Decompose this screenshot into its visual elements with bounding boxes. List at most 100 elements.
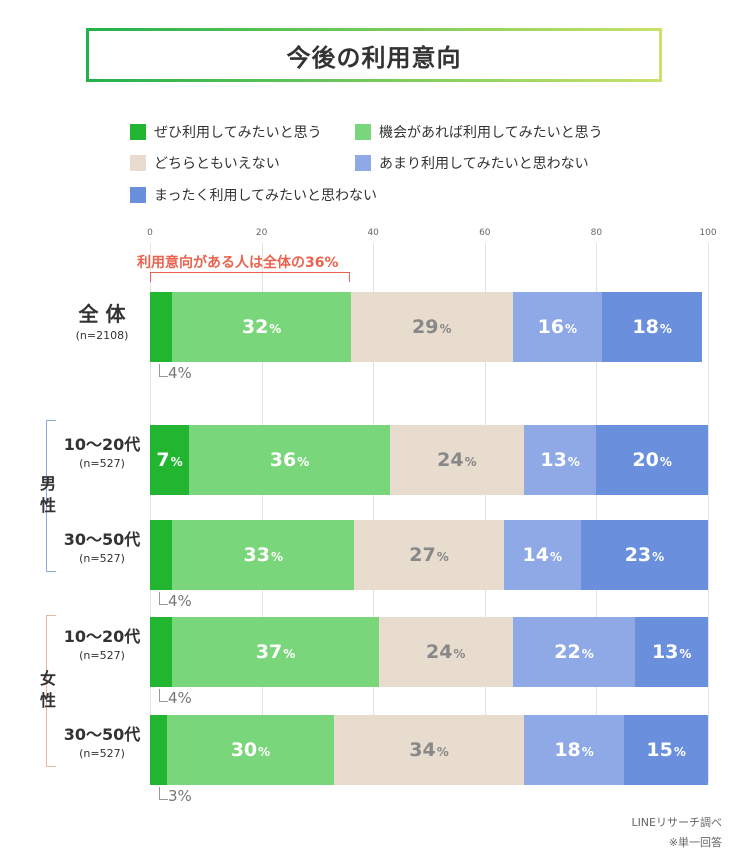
data-label: 18% bbox=[632, 316, 671, 338]
legend-swatch bbox=[355, 124, 371, 140]
footer-source: LINEリサーチ調べ bbox=[631, 816, 722, 829]
data-label: 18% bbox=[554, 739, 593, 761]
data-label-value: 7 bbox=[156, 449, 170, 471]
data-label-unit: % bbox=[565, 322, 578, 336]
data-label-unit: % bbox=[652, 550, 665, 564]
chart-title: 今後の利用意向 bbox=[286, 43, 462, 72]
data-label-value: 30 bbox=[230, 739, 258, 761]
highlight-label: 利用意向がある人は全体の36% bbox=[137, 255, 339, 271]
data-label-unit: % bbox=[549, 550, 562, 564]
row-sample-size: (n=527) bbox=[79, 552, 125, 565]
row-name: 全 体 bbox=[78, 302, 126, 326]
group-label-char: 性 bbox=[39, 496, 56, 515]
data-label: 24% bbox=[437, 449, 476, 471]
legend-label: 機会があれば利用してみたいと思う bbox=[379, 125, 603, 141]
data-label: 33% bbox=[244, 544, 283, 566]
group-label-char: 男 bbox=[39, 474, 56, 493]
male-group-label: 男性 bbox=[38, 473, 58, 517]
gridline bbox=[708, 243, 709, 783]
x-tick-label: 100 bbox=[699, 228, 717, 238]
female-bracket bbox=[46, 615, 56, 767]
data-label-unit: % bbox=[297, 455, 310, 469]
data-label: 23% bbox=[625, 544, 664, 566]
legend-item: どちらともいえない bbox=[130, 153, 280, 173]
data-label-value: 29 bbox=[412, 316, 439, 338]
bar-segment: 15% bbox=[624, 715, 708, 785]
male-bracket bbox=[46, 420, 56, 572]
data-label: 32% bbox=[242, 316, 281, 338]
data-label-unit: % bbox=[258, 745, 271, 759]
bar-segment bbox=[150, 292, 173, 362]
data-label-value: 18 bbox=[554, 739, 581, 761]
bar-segment: 18% bbox=[601, 292, 703, 362]
row-label: 全 体 (n=2108) bbox=[62, 298, 142, 342]
group-label-char: 女 bbox=[39, 669, 56, 688]
callout-line bbox=[159, 787, 168, 800]
data-label-value: 15 bbox=[646, 739, 673, 761]
data-label-value: 34 bbox=[409, 739, 436, 761]
bar-segment: 29% bbox=[350, 292, 513, 362]
bar-segment: 37% bbox=[172, 617, 379, 687]
bar-segment: 13% bbox=[523, 425, 597, 495]
bar-segment: 14% bbox=[503, 520, 581, 590]
bar-row: 30% 34% 18% 15% bbox=[150, 715, 708, 785]
data-label-value: 16 bbox=[537, 316, 565, 338]
row-label: 10〜20代 (n=527) bbox=[56, 623, 148, 662]
legend-item: 機会があれば利用してみたいと思う bbox=[355, 122, 603, 142]
data-label-unit: % bbox=[679, 647, 692, 661]
bar-segment: 20% bbox=[596, 425, 708, 495]
data-label: 20% bbox=[632, 449, 671, 471]
callout-label: 4% bbox=[168, 364, 192, 382]
legend-label: どちらともいえない bbox=[154, 156, 280, 172]
x-tick-label: 80 bbox=[590, 228, 603, 238]
bar-segment: 32% bbox=[172, 292, 351, 362]
data-label-unit: % bbox=[659, 455, 672, 469]
data-label: 37% bbox=[256, 641, 295, 663]
callout-label: 4% bbox=[168, 592, 192, 610]
bar-row: 33% 27% 14% 23% bbox=[150, 520, 708, 590]
data-label-unit: % bbox=[581, 745, 594, 759]
callout-label: 3% bbox=[168, 787, 192, 805]
data-label-unit: % bbox=[567, 455, 580, 469]
data-label: 27% bbox=[409, 544, 448, 566]
data-label: 34% bbox=[409, 739, 448, 761]
callout-line bbox=[159, 364, 168, 377]
legend-item: あまり利用してみたいと思わない bbox=[355, 153, 589, 173]
row-name: 10〜20代 bbox=[63, 435, 141, 454]
callout-line bbox=[159, 689, 168, 702]
bar-segment: 24% bbox=[389, 425, 524, 495]
row-sample-size: (n=527) bbox=[79, 457, 125, 470]
legend-swatch bbox=[130, 187, 146, 203]
data-label: 7% bbox=[156, 449, 182, 471]
row-label: 30〜50代 (n=527) bbox=[56, 721, 148, 760]
data-label-unit: % bbox=[581, 647, 594, 661]
data-label-unit: % bbox=[464, 455, 477, 469]
gridline bbox=[373, 243, 375, 783]
data-label: 30% bbox=[231, 739, 270, 761]
row-sample-size: (n=527) bbox=[79, 747, 125, 760]
legend-item: まったく利用してみたいと思わない bbox=[130, 185, 377, 205]
data-label-value: 18 bbox=[632, 316, 659, 338]
legend-label: まったく利用してみたいと思わない bbox=[154, 188, 378, 204]
bar-segment: 7% bbox=[150, 425, 190, 495]
bar-segment: 34% bbox=[334, 715, 524, 785]
data-label: 13% bbox=[652, 641, 691, 663]
legend-swatch bbox=[130, 155, 146, 171]
title-box: 今後の利用意向 bbox=[86, 28, 662, 82]
bar-segment: 13% bbox=[635, 617, 708, 687]
data-label-value: 23 bbox=[624, 544, 652, 566]
data-label-unit: % bbox=[170, 455, 183, 469]
legend-item: ぜひ利用してみたいと思う bbox=[130, 122, 322, 142]
legend-label: あまり利用してみたいと思わない bbox=[379, 156, 589, 172]
data-label-value: 22 bbox=[554, 641, 581, 663]
data-label-value: 27 bbox=[409, 544, 436, 566]
row-name: 30〜50代 bbox=[63, 725, 141, 744]
bar-segment bbox=[150, 520, 173, 590]
gridline bbox=[261, 243, 263, 783]
data-label-unit: % bbox=[673, 745, 686, 759]
data-label-value: 13 bbox=[651, 641, 679, 663]
data-label-unit: % bbox=[283, 647, 296, 661]
data-label-value: 36 bbox=[269, 449, 297, 471]
data-label-unit: % bbox=[436, 745, 449, 759]
row-label: 10〜20代 (n=527) bbox=[56, 431, 148, 470]
